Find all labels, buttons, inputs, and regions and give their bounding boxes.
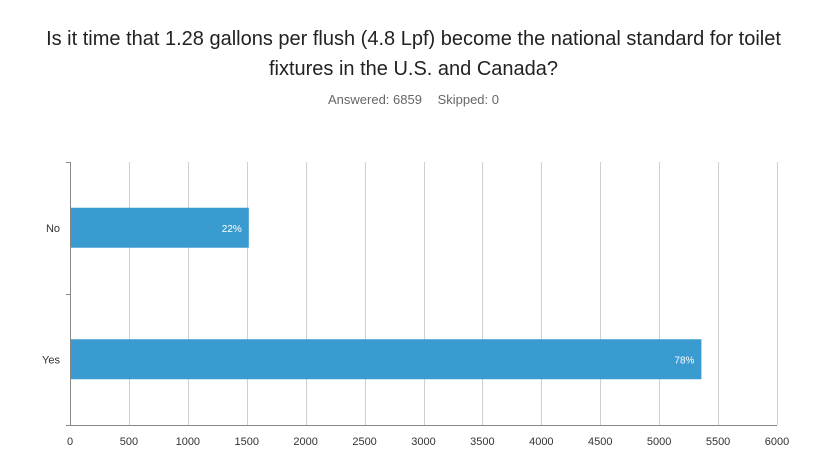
x-tick-label-500: 500 xyxy=(120,436,138,448)
skipped-count: Skipped: 0 xyxy=(437,92,499,107)
answered-count: Answered: 6859 xyxy=(327,92,422,107)
bar-label-yes: 78% xyxy=(674,355,694,366)
x-tick-label-4000: 4000 xyxy=(529,436,553,448)
x-tick-label-3500: 3500 xyxy=(470,436,494,448)
x-tick-label-2500: 2500 xyxy=(352,436,376,448)
bar-yes xyxy=(71,339,702,380)
category-label-no: No xyxy=(46,223,60,235)
x-tick-label-4500: 4500 xyxy=(588,436,612,448)
bar-no xyxy=(71,207,249,248)
x-tick-label-1000: 1000 xyxy=(176,436,200,448)
x-tick-label-5500: 5500 xyxy=(706,436,730,448)
question-title: Is it time that 1.28 gallons per flush (… xyxy=(0,24,827,84)
x-tick-label-5000: 5000 xyxy=(647,436,671,448)
question-title-line-2: fixtures in the U.S. and Canada? xyxy=(268,58,559,80)
x-tick-label-0: 0 xyxy=(67,436,73,448)
x-tick-label-3000: 3000 xyxy=(411,436,435,448)
response-stats: Answered: 6859 Skipped: 0 xyxy=(0,92,827,107)
x-tick-label-2000: 2000 xyxy=(293,436,317,448)
x-tick-label-6000: 6000 xyxy=(765,436,789,448)
bar-label-no: 22% xyxy=(222,224,242,235)
question-title-line-1: Is it time that 1.28 gallons per flush (… xyxy=(46,28,781,50)
category-label-yes: Yes xyxy=(42,354,60,366)
x-tick-label-1500: 1500 xyxy=(235,436,259,448)
